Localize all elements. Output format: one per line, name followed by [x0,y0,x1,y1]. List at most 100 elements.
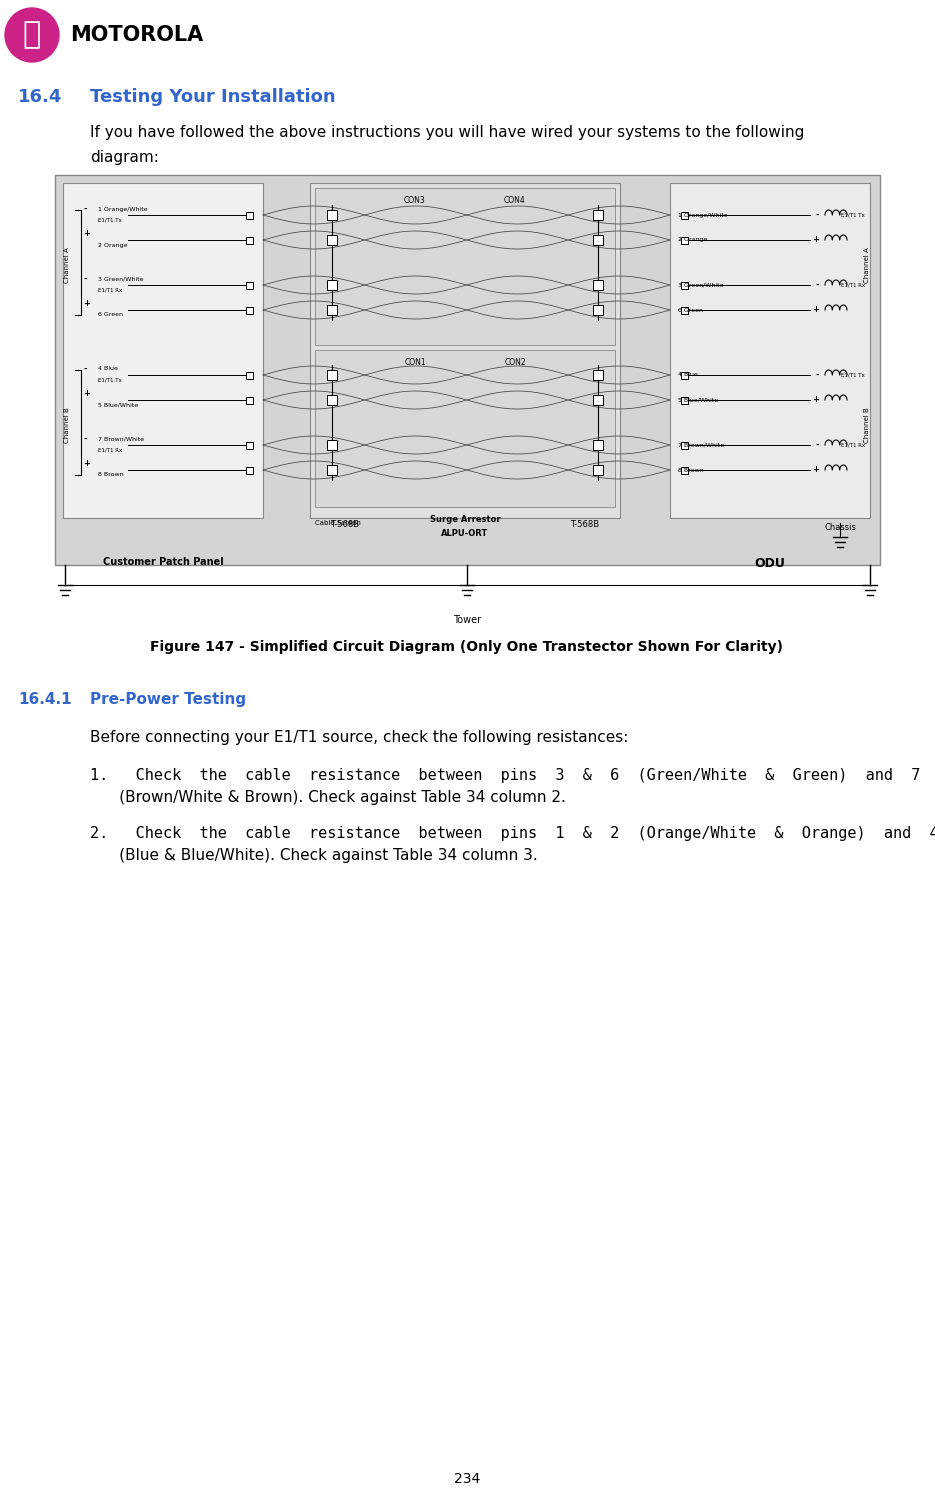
Text: +: + [812,396,819,405]
Bar [246,372,252,378]
Text: E1/T1 Tx: E1/T1 Tx [842,372,865,378]
Text: Customer Patch Panel: Customer Patch Panel [103,557,223,568]
Text: E1/T1 Rx: E1/T1 Rx [841,282,865,287]
Text: 1.   Check  the  cable  resistance  between  pins  3  &  6  (Green/White  &  Gre: 1. Check the cable resistance between pi… [90,768,935,783]
Text: 3 Green/White: 3 Green/White [678,282,724,287]
Bar [55,175,880,565]
Text: Before connecting your E1/T1 source, check the following resistances:: Before connecting your E1/T1 source, che… [90,731,628,746]
Text: Channel A: Channel A [64,247,70,282]
Text: T-568B: T-568B [570,520,599,529]
Bar [315,350,615,506]
Text: (Blue & Blue/White). Check against Table 34 column 3.: (Blue & Blue/White). Check against Table… [90,849,538,864]
Text: 2 Orange: 2 Orange [98,242,127,248]
Bar [593,279,603,290]
Bar [63,182,263,518]
Text: Channel B: Channel B [864,408,870,442]
Text: 5 Blue/White: 5 Blue/White [678,397,718,402]
Bar [593,305,603,315]
Text: Cable Screen: Cable Screen [315,520,361,526]
Text: CON1: CON1 [404,359,425,368]
Bar [327,211,337,220]
Text: 16.4.1: 16.4.1 [18,692,72,707]
Bar [327,279,337,290]
Text: 234: 234 [453,1472,481,1487]
Text: -: - [83,365,87,374]
Bar [327,465,337,475]
Text: +: + [83,460,90,469]
Text: Ⓜ: Ⓜ [22,21,41,49]
Text: -: - [815,441,819,450]
Text: (Brown/White & Brown). Check against Table 34 column 2.: (Brown/White & Brown). Check against Tab… [90,790,566,805]
Bar [593,371,603,379]
Text: Channel A: Channel A [864,247,870,282]
Text: 16.4: 16.4 [18,88,63,106]
Text: Testing Your Installation: Testing Your Installation [90,88,336,106]
Text: 2.   Check  the  cable  resistance  between  pins  1  &  2  (Orange/White  &  Or: 2. Check the cable resistance between pi… [90,826,935,841]
Bar [593,235,603,245]
Bar [593,441,603,450]
Text: +: + [83,390,90,399]
Text: ODU: ODU [755,557,785,571]
Text: 1 Orange/White: 1 Orange/White [678,212,727,218]
Text: T-568B: T-568B [330,520,360,529]
Text: -: - [815,371,819,379]
Text: +: + [83,230,90,239]
Text: 5 Blue/White: 5 Blue/White [98,402,138,408]
Text: Figure 147 - Simplified Circuit Diagram (Only One Transtector Shown For Clarity): Figure 147 - Simplified Circuit Diagram … [151,639,784,654]
Text: +: + [812,466,819,475]
Text: 6 Green: 6 Green [98,312,123,318]
Bar [327,235,337,245]
Bar [246,281,252,288]
Text: Surge Arrestor: Surge Arrestor [430,515,500,524]
Bar [681,372,687,378]
Text: +: + [83,299,90,308]
Text: 8 Brown: 8 Brown [98,472,123,478]
Text: 7 Brown/White: 7 Brown/White [678,442,724,448]
Bar [246,236,252,244]
Text: 3 Green/White: 3 Green/White [98,276,143,281]
Bar [246,442,252,448]
Text: 2 Orange: 2 Orange [678,238,708,242]
Text: 7 Brown/White: 7 Brown/White [98,436,144,442]
Text: +: + [812,236,819,245]
Text: -: - [815,281,819,290]
Bar [681,466,687,474]
Text: diagram:: diagram: [90,149,159,164]
Bar [327,305,337,315]
Bar [670,182,870,518]
Text: CON3: CON3 [404,196,425,205]
Text: +: + [812,305,819,315]
Text: -: - [815,211,819,220]
Bar [246,306,252,314]
Text: -: - [83,435,87,444]
Bar [327,371,337,379]
Text: CON2: CON2 [504,359,525,368]
Text: If you have followed the above instructions you will have wired your systems to : If you have followed the above instructi… [90,125,804,140]
Bar [310,182,620,518]
Text: MOTOROLA: MOTOROLA [70,25,203,45]
Bar [593,394,603,405]
Bar [593,211,603,220]
Bar [681,212,687,218]
Text: 1 Orange/White: 1 Orange/White [98,206,148,212]
Bar [246,466,252,474]
Text: CON4: CON4 [504,196,525,205]
Bar [327,394,337,405]
Bar [681,236,687,244]
Text: Tower: Tower [453,616,482,624]
Text: -: - [83,275,87,284]
Text: Chassis: Chassis [824,523,856,532]
Text: ALPU-ORT: ALPU-ORT [441,529,489,538]
Circle shape [5,7,59,61]
Text: E1/T1 Rx: E1/T1 Rx [841,442,865,448]
Text: E1/T1 Tx: E1/T1 Tx [98,218,122,223]
Bar [593,465,603,475]
Text: E1/T1 Tx: E1/T1 Tx [98,378,122,382]
Text: Pre-Power Testing: Pre-Power Testing [90,692,246,707]
Bar [246,212,252,218]
Bar [327,441,337,450]
Bar [315,188,615,345]
Bar [681,396,687,403]
Text: Channel B: Channel B [64,408,70,442]
Text: 4 Blue: 4 Blue [98,366,118,372]
